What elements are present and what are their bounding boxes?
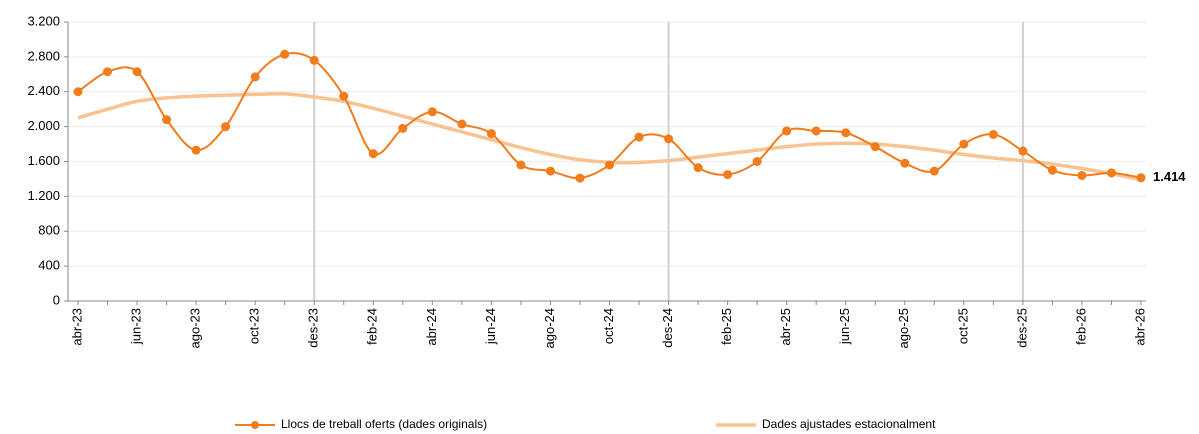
x-tick-label: des-25 bbox=[1014, 308, 1029, 348]
x-tick-label: feb-24 bbox=[365, 308, 380, 345]
point bbox=[1136, 173, 1146, 183]
point bbox=[988, 129, 998, 139]
y-tick-label: 400 bbox=[38, 258, 60, 273]
x-tick-label: ago-23 bbox=[188, 308, 203, 348]
value-label: 1.414 bbox=[1153, 169, 1186, 184]
point bbox=[723, 170, 733, 180]
point bbox=[900, 158, 910, 168]
point bbox=[103, 67, 113, 77]
point bbox=[1018, 146, 1028, 156]
point bbox=[693, 163, 703, 173]
point bbox=[162, 115, 172, 125]
point bbox=[782, 126, 792, 136]
x-tick-label: des-23 bbox=[306, 308, 321, 348]
point bbox=[221, 122, 231, 132]
x-tick-label: feb-26 bbox=[1073, 308, 1088, 345]
point bbox=[486, 129, 496, 139]
x-tick-label: oct-25 bbox=[955, 308, 970, 344]
point bbox=[870, 142, 880, 152]
point bbox=[634, 132, 644, 142]
point bbox=[929, 166, 939, 176]
x-tick-label: ago-25 bbox=[896, 308, 911, 348]
x-tick-label: jun-23 bbox=[128, 308, 143, 345]
x-tick-label: des-24 bbox=[660, 308, 675, 348]
point bbox=[73, 87, 83, 97]
point bbox=[516, 160, 526, 170]
y-tick-label: 2.400 bbox=[27, 83, 60, 98]
point bbox=[752, 157, 762, 166]
x-tick-label: jun-24 bbox=[483, 308, 498, 345]
point bbox=[605, 160, 614, 170]
x-tick-label: abr-24 bbox=[424, 308, 439, 346]
x-tick-label: feb-25 bbox=[719, 308, 734, 345]
point bbox=[191, 145, 201, 155]
x-tick-label: oct-24 bbox=[601, 308, 616, 344]
point bbox=[280, 49, 290, 59]
point bbox=[664, 134, 674, 144]
point bbox=[339, 91, 349, 101]
point bbox=[1106, 168, 1116, 178]
y-tick-label: 2.800 bbox=[27, 48, 60, 63]
legend-marker bbox=[251, 421, 259, 429]
y-tick-label: 3.200 bbox=[27, 13, 60, 28]
point bbox=[1047, 165, 1057, 175]
point bbox=[841, 128, 851, 138]
series-line bbox=[77, 52, 1142, 180]
legend-label: Llocs de treball oferts (dades originals… bbox=[281, 417, 487, 431]
point bbox=[309, 55, 319, 65]
point bbox=[250, 72, 260, 82]
point bbox=[545, 166, 555, 176]
point bbox=[1077, 170, 1087, 180]
y-tick-label: 1.200 bbox=[27, 188, 60, 203]
y-tick-label: 0 bbox=[53, 292, 60, 307]
point bbox=[959, 139, 969, 149]
point bbox=[457, 119, 467, 129]
point bbox=[811, 126, 821, 136]
x-tick-label: ago-24 bbox=[542, 308, 557, 348]
x-tick-label: jun-25 bbox=[837, 308, 852, 345]
y-tick-label: 800 bbox=[38, 223, 60, 238]
point bbox=[427, 107, 437, 117]
y-tick-label: 2.000 bbox=[27, 118, 60, 133]
legend-label: Dades ajustades estacionalment bbox=[762, 417, 936, 431]
x-tick-label: abr-23 bbox=[69, 308, 84, 346]
x-tick-label: abr-26 bbox=[1132, 308, 1147, 346]
x-tick-label: oct-23 bbox=[247, 308, 262, 344]
x-tick-label: abr-25 bbox=[778, 308, 793, 346]
point bbox=[575, 173, 585, 183]
y-tick-label: 1.600 bbox=[27, 153, 60, 168]
point bbox=[132, 67, 142, 77]
point bbox=[398, 123, 408, 133]
point bbox=[368, 149, 378, 159]
